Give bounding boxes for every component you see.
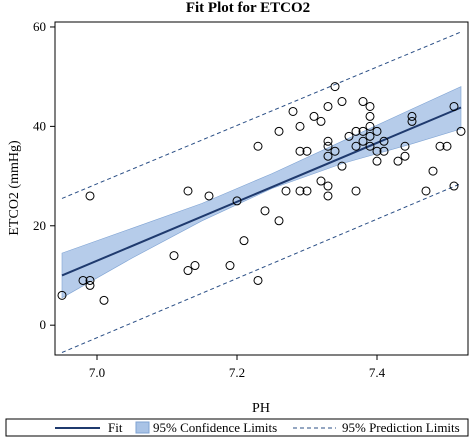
legend: Fit 95% Confidence Limits 95% Prediction…	[5, 418, 469, 437]
scatter-points	[57, 82, 466, 305]
data-point	[456, 126, 466, 136]
data-point	[323, 136, 333, 146]
legend-confidence-swatch	[135, 421, 150, 434]
data-point	[449, 181, 459, 191]
data-point	[183, 186, 193, 196]
data-point	[323, 141, 333, 151]
data-point	[407, 111, 417, 121]
data-point	[274, 126, 284, 136]
data-point	[407, 116, 417, 126]
data-point	[183, 266, 193, 276]
data-point	[253, 275, 263, 285]
fit-line	[61, 106, 462, 277]
data-point	[323, 101, 333, 111]
data-point	[365, 141, 375, 151]
data-point	[260, 206, 270, 216]
data-point	[99, 295, 109, 305]
x-axis-label: PH	[252, 401, 270, 416]
legend-confidence-label: 95% Confidence Limits	[153, 420, 277, 435]
x-tick-label: 7.2	[229, 365, 245, 380]
data-point	[85, 191, 95, 201]
chart-title: Fit Plot for ETCO2	[186, 0, 310, 16]
data-point	[323, 151, 333, 161]
data-point	[323, 191, 333, 201]
data-point	[85, 275, 95, 285]
data-point	[365, 121, 375, 131]
data-point	[323, 181, 333, 191]
y-tick-label: 40	[33, 118, 46, 133]
data-point	[302, 146, 312, 156]
x-tick-label: 7.4	[369, 365, 386, 380]
data-point	[85, 280, 95, 290]
data-point	[393, 156, 403, 166]
data-point	[365, 111, 375, 121]
data-point	[225, 261, 235, 271]
data-point	[351, 186, 361, 196]
data-point	[330, 146, 340, 156]
data-point	[351, 141, 361, 151]
prediction-limit-lower	[61, 183, 462, 353]
data-point	[239, 236, 249, 246]
legend-fit-label: Fit	[108, 420, 123, 435]
legend-frame	[5, 418, 469, 437]
data-point	[337, 161, 347, 171]
data-point	[400, 151, 410, 161]
data-point	[372, 146, 382, 156]
data-point	[449, 101, 459, 111]
data-point	[78, 275, 88, 285]
data-point	[372, 156, 382, 166]
data-point	[379, 136, 389, 146]
data-point	[302, 186, 312, 196]
data-point	[253, 141, 263, 151]
data-point	[435, 141, 445, 151]
data-point	[232, 196, 242, 206]
data-point	[309, 111, 319, 121]
x-axis: 7.0 7.2 7.4	[89, 355, 386, 380]
data-point	[295, 121, 305, 131]
y-axis: 0 20 40 60	[33, 19, 55, 332]
y-axis-label: ETCO2 (mmHg)	[7, 140, 22, 236]
data-point	[330, 82, 340, 92]
data-point	[57, 290, 67, 300]
data-point	[351, 126, 361, 136]
y-tick-label: 60	[33, 19, 46, 34]
x-tick-label: 7.0	[89, 365, 105, 380]
fit-line-group	[61, 106, 462, 277]
data-point	[288, 106, 298, 116]
plot-area	[54, 21, 469, 356]
data-point	[365, 101, 375, 111]
prediction-limit-upper	[61, 31, 462, 199]
data-point	[428, 166, 438, 176]
data-point	[358, 97, 368, 107]
data-point	[358, 136, 368, 146]
data-point	[204, 191, 214, 201]
data-point	[281, 186, 291, 196]
data-point	[358, 126, 368, 136]
data-point	[274, 216, 284, 226]
prediction-band	[61, 31, 462, 353]
data-point	[295, 146, 305, 156]
data-point	[379, 146, 389, 156]
data-point	[169, 251, 179, 261]
y-tick-label: 0	[40, 317, 47, 332]
data-point	[365, 131, 375, 141]
data-point	[295, 186, 305, 196]
data-point	[372, 126, 382, 136]
data-point	[421, 186, 431, 196]
legend-prediction-label: 95% Prediction Limits	[342, 420, 460, 435]
data-point	[442, 141, 452, 151]
data-point	[337, 97, 347, 107]
data-point	[400, 141, 410, 151]
data-point	[316, 116, 326, 126]
data-point	[190, 261, 200, 271]
data-point	[344, 131, 354, 141]
data-point	[316, 176, 326, 186]
y-tick-label: 20	[33, 218, 46, 233]
